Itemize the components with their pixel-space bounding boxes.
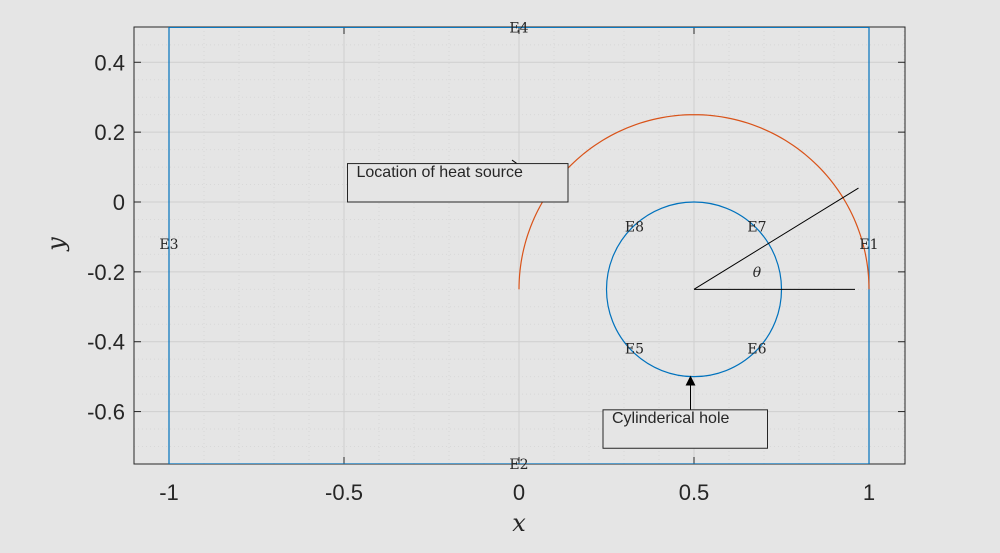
y-tick-label: -0.4: [87, 330, 125, 355]
y-tick-label: 0: [113, 190, 125, 215]
edge-label: E7: [747, 219, 766, 235]
x-tick-label: 1: [863, 480, 875, 505]
annotation-text: Cylinderical hole: [612, 410, 729, 427]
y-tick-label: 0.2: [94, 120, 125, 145]
annotations: Location of heat source Cylinderical hole: [347, 159, 768, 449]
annotation-box: [347, 163, 569, 203]
x-tick-label: 0.5: [679, 480, 710, 505]
domain-boundary: [168, 27, 870, 464]
edge-label: E2: [509, 457, 528, 473]
annotation-text: Location of heat source: [357, 164, 523, 181]
theta-label: θ: [753, 265, 762, 281]
labels: E1 E2 E3 E4 E5 E6 E7 E8 θ: [159, 20, 878, 473]
edge-label: E6: [747, 342, 766, 358]
y-axis-label: y: [42, 237, 70, 252]
x-tick-label: -0.5: [325, 480, 363, 505]
x-tick-label: 0: [513, 480, 525, 505]
edge-label: E8: [625, 219, 644, 235]
y-tick-label: -0.6: [87, 400, 125, 425]
x-tick-label: -1: [159, 480, 179, 505]
x-axis-label: x: [512, 509, 526, 537]
theta-line: [693, 187, 859, 290]
edge-label: E1: [859, 237, 878, 253]
edge-label: E4: [509, 20, 528, 36]
edge-label: E5: [625, 342, 644, 358]
annotation-box: [602, 409, 768, 449]
edge-label: E3: [159, 237, 178, 253]
y-tick-label: -0.2: [87, 260, 125, 285]
y-tick-label: 0.4: [94, 50, 125, 75]
ticks: -1 -0.5 0 0.5 1 0.4 0.2 0 -0.2 -0.4 -0.6: [87, 27, 905, 505]
